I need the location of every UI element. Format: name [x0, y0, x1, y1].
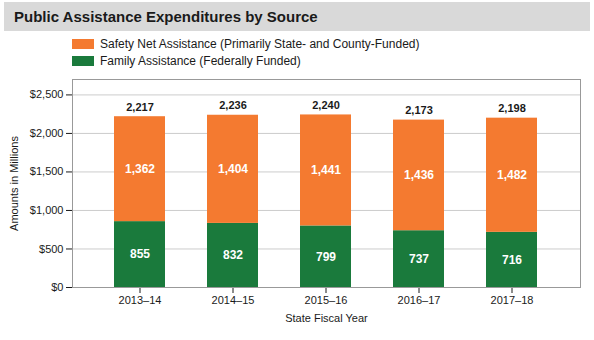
svg-text:2,217: 2,217	[126, 101, 154, 113]
svg-text:2,173: 2,173	[405, 104, 433, 116]
svg-text:2017–18: 2017–18	[491, 294, 534, 306]
svg-text:$2,000: $2,000	[30, 127, 64, 139]
svg-text:$1,500: $1,500	[30, 165, 64, 177]
svg-text:855: 855	[130, 247, 150, 261]
svg-text:2015–16: 2015–16	[305, 294, 348, 306]
svg-text:$0: $0	[51, 281, 63, 293]
html-text:Family Assistance (Federally F: Family Assistance (Federally Funded)	[100, 53, 301, 68]
svg-text:1,436: 1,436	[404, 168, 434, 182]
svg-text:2,236: 2,236	[219, 99, 247, 111]
svg-text:1,404: 1,404	[218, 162, 248, 176]
svg-text:1,441: 1,441	[311, 163, 341, 177]
svg-text:2014–15: 2014–15	[212, 294, 255, 306]
svg-text:2,240: 2,240	[312, 99, 340, 111]
svg-text:Amounts in Millions: Amounts in Millions	[8, 136, 20, 231]
svg-text:1,362: 1,362	[125, 162, 155, 176]
svg-text:1,482: 1,482	[497, 168, 527, 182]
svg-text:2,198: 2,198	[498, 102, 526, 114]
svg-text:716: 716	[502, 253, 522, 267]
svg-text:832: 832	[223, 248, 243, 262]
svg-text:$1,000: $1,000	[30, 204, 64, 216]
svg-text:$500: $500	[39, 243, 63, 255]
svg-text:$2,500: $2,500	[30, 88, 64, 100]
html-text:Public Assistance Expenditures: Public Assistance Expenditures by Source	[14, 8, 318, 25]
html-text:Safety Net Assistance (Primari: Safety Net Assistance (Primarily State- …	[100, 36, 420, 51]
svg-text:2016–17: 2016–17	[398, 294, 441, 306]
svg-text:State Fiscal Year: State Fiscal Year	[285, 312, 368, 324]
svg-text:2013–14: 2013–14	[119, 294, 162, 306]
svg-text:737: 737	[409, 252, 429, 266]
svg-text:799: 799	[316, 250, 336, 264]
